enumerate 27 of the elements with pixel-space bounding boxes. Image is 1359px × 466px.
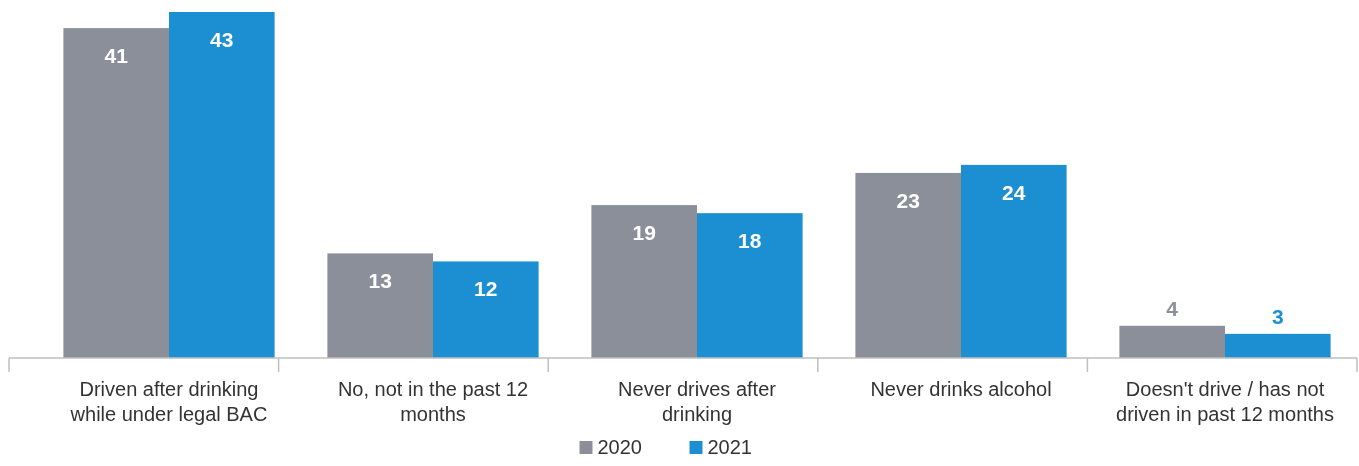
x-tick-label: Never drinks alcohol <box>870 378 1052 400</box>
x-tick-label: No, not in the past 12 months <box>337 378 529 425</box>
data-label: 19 <box>632 221 656 245</box>
data-label: 41 <box>104 44 129 68</box>
bar <box>961 164 1067 358</box>
data-label: 13 <box>368 269 392 293</box>
data-label: 23 <box>896 188 920 212</box>
data-label: 43 <box>210 28 234 51</box>
bar <box>1225 333 1331 358</box>
x-tick-label: Never drives after drinking <box>618 378 777 425</box>
x-tick-label: Driven after drinking while under legal BAC <box>69 378 268 425</box>
data-label: 4 <box>1166 296 1179 320</box>
data-label: 3 <box>1271 304 1284 328</box>
x-tick-label: Doesn't drive / has not driven in past 12 months <box>1116 378 1334 425</box>
bar <box>63 28 169 358</box>
bar <box>327 253 433 358</box>
bar <box>697 213 803 358</box>
bar <box>169 12 275 358</box>
data-label: 24 <box>1002 180 1026 204</box>
legend-label: 2020 <box>597 436 642 458</box>
bar <box>1119 325 1225 358</box>
data-label: 18 <box>738 229 762 253</box>
bar <box>591 205 697 358</box>
legend-label: 2021 <box>707 436 752 458</box>
data-label: 12 <box>474 277 498 301</box>
bar <box>855 172 961 358</box>
bar <box>433 261 539 358</box>
